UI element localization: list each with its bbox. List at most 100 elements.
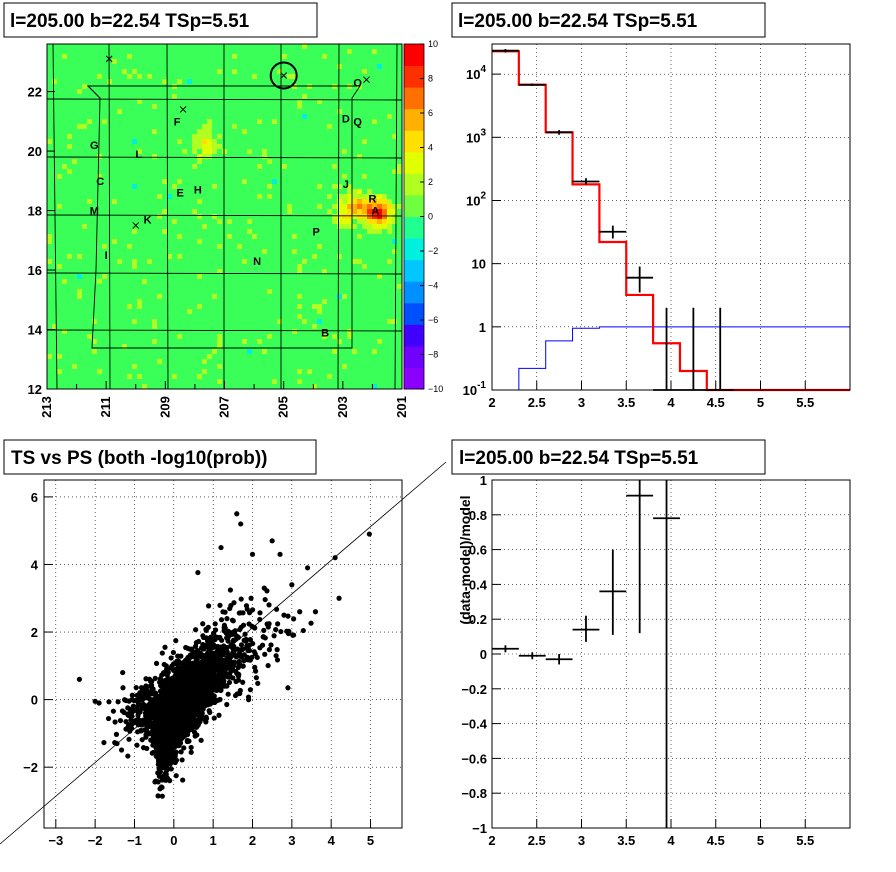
heatmap-cell [67, 169, 72, 174]
heatmap-cell [337, 219, 342, 224]
heatmap-cell [287, 209, 292, 214]
y-tick-label: −0.2 [461, 682, 487, 697]
grid-parallel [46, 329, 403, 332]
heatmap-cell [392, 204, 397, 209]
heatmap-cell [97, 154, 102, 159]
source-label: C [96, 176, 104, 188]
ts-vs-ps-axes: −3 −2 −1 0 1 2 3 4 5 −2 0 2 4 6 [23, 479, 403, 848]
heatmap-cell [392, 134, 397, 139]
scatter-point [161, 730, 167, 736]
heatmap-cell [332, 334, 337, 339]
heatmap-cell [122, 344, 127, 349]
spectrum-title: l=205.00 b=22.54 TSp=5.51 [458, 11, 698, 32]
x-tick-label: 3 [578, 395, 585, 410]
heatmap-cell [362, 204, 367, 209]
heatmap-cell [257, 194, 262, 199]
scatter-point [271, 633, 277, 639]
heatmap-cell [212, 349, 217, 354]
heatmap-cell [372, 349, 377, 354]
scatter-point [157, 720, 163, 727]
palette-swatch [404, 130, 424, 153]
source-cross-marker [363, 76, 370, 84]
scatter-point [149, 750, 155, 756]
scatter-point [262, 651, 268, 657]
scatter-point [120, 685, 126, 691]
heatmap-cell [242, 129, 247, 134]
scatter-point [153, 731, 160, 737]
scatter-point [96, 700, 102, 706]
scatter-point [119, 708, 126, 714]
scatter-point [164, 753, 170, 759]
scatter-point [129, 692, 135, 698]
heatmap-cell [382, 204, 387, 209]
source-label: I [105, 250, 108, 262]
scatter-point [234, 646, 241, 652]
heatmap-cell [217, 339, 222, 344]
source-label: D [342, 113, 350, 125]
heatmap-cell [197, 134, 202, 139]
heatmap-cell [97, 74, 102, 79]
x-tick-label: 211 [98, 397, 113, 418]
scatter-point [236, 661, 242, 667]
scatter-point [218, 667, 224, 673]
heatmap-cell [347, 204, 352, 209]
heatmap-cell [162, 209, 167, 214]
scatter-point [188, 749, 194, 755]
heatmap-cell [127, 54, 132, 59]
heatmap-cell [382, 199, 387, 204]
heatmap-cell [177, 334, 182, 339]
heatmap-cell [377, 214, 382, 219]
scatter-point [297, 609, 303, 615]
scatter-point [207, 675, 213, 681]
heatmap-cell [372, 229, 377, 234]
x-tick-label: 5.5 [796, 395, 814, 410]
scatter-point [206, 708, 212, 714]
heatmap-cell [297, 304, 302, 309]
heatmap-cell [202, 144, 207, 149]
scatter-point [146, 676, 153, 682]
heatmap-cell [152, 319, 157, 324]
heatmap-cell [382, 209, 387, 214]
scatter-point [166, 740, 172, 747]
x-tick-label: 3.5 [617, 395, 635, 410]
scatter-point [273, 653, 279, 659]
heatmap-cell [97, 369, 102, 374]
scatter-point [128, 717, 134, 723]
y-tick-label: 0.2 [469, 612, 487, 627]
heatmap-cell [347, 209, 352, 214]
heatmap-cell [322, 54, 327, 59]
scatter-point [106, 699, 112, 705]
heatmap-cell [137, 149, 142, 154]
scatter-point [262, 596, 268, 603]
scatter-point [175, 684, 181, 690]
heatmap-cell [282, 54, 287, 59]
scatter-point [175, 664, 182, 670]
scatter-point [138, 727, 144, 734]
heatmap-cell [202, 359, 207, 364]
scatter-point [248, 595, 254, 601]
heatmap-cell [362, 219, 367, 224]
heatmap-cell [207, 124, 212, 129]
heatmap-cell [272, 119, 277, 124]
scatter-point [171, 738, 177, 745]
heatmap-cell [352, 199, 357, 204]
scatter-point [171, 667, 177, 674]
heatmap-cell [237, 244, 242, 249]
x-tick-label: 213 [39, 396, 54, 418]
heatmap-cell [197, 239, 202, 244]
heatmap-cell [162, 229, 167, 234]
grid-meridian [166, 43, 169, 390]
scatter-point [162, 644, 168, 650]
scatter-point [216, 648, 223, 654]
heatmap-cell [317, 304, 322, 309]
heatmap-cell [322, 334, 327, 339]
heatmap-cell [217, 219, 222, 224]
scatter-point [252, 664, 258, 671]
heatmap-cell [362, 209, 367, 214]
heatmap-cell [377, 224, 382, 229]
scatter-point [216, 712, 222, 718]
y-tick-label: 102 [466, 190, 486, 208]
scatter-point [178, 704, 184, 710]
scatter-point [176, 742, 182, 749]
scatter-point [210, 630, 217, 636]
